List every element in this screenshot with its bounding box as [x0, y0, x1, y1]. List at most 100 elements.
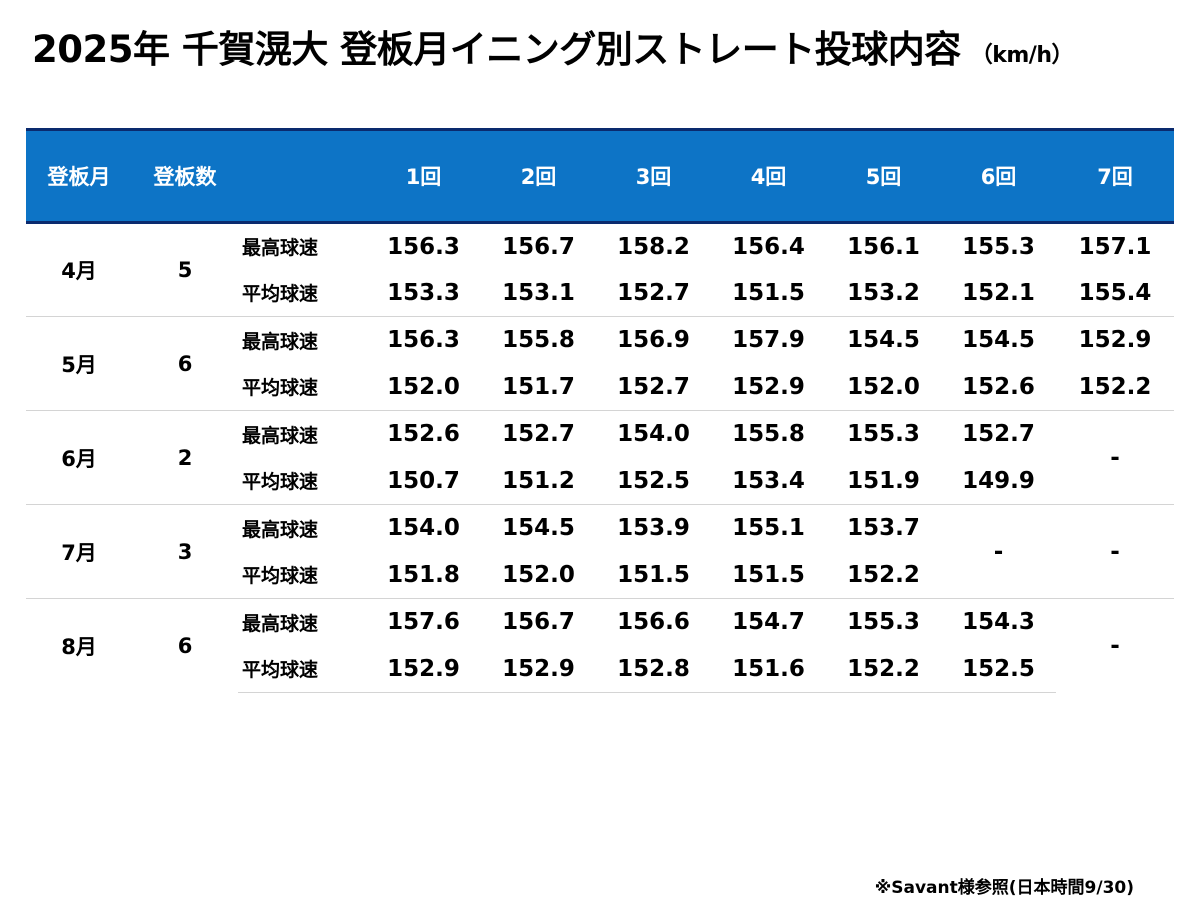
metric-label-avg: 平均球速 — [238, 551, 366, 599]
table-row: 8月 6 最高球速 157.6 156.7 156.6 154.7 155.3 154.3- — [26, 598, 1174, 693]
avg-speed-cell: 152.7 — [596, 363, 711, 411]
table-row: 6月 2 最高球速 152.6 152.7 154.0 155.8 155.3 152.7- — [26, 410, 1174, 505]
avg-speed-cell: 152.0 — [826, 363, 941, 411]
max-speed-cell: 152.9 — [1056, 316, 1174, 364]
month-cell: 7月 — [26, 504, 132, 599]
max-speed-cell: 155.3 — [826, 598, 941, 646]
metric-label-avg: 平均球速 — [238, 269, 366, 317]
max-speed-cell: 156.3 — [366, 222, 481, 270]
max-speed-cell: 156.9 — [596, 316, 711, 364]
avg-speed-cell: 152.7 — [596, 269, 711, 317]
avg-speed-cell: 152.9 — [711, 363, 826, 411]
max-speed-cell: 158.2 — [596, 222, 711, 270]
max-speed-cell: 154.0 — [596, 410, 711, 458]
no-data-cell: - — [941, 504, 1056, 599]
header-month: 登板月 — [26, 128, 132, 224]
header-inning-3: 3回 — [596, 128, 711, 224]
avg-speed-cell: 152.6 — [941, 363, 1056, 411]
avg-speed-cell: 151.9 — [826, 457, 941, 505]
max-speed-cell: 154.5 — [481, 504, 596, 552]
avg-speed-cell: 152.2 — [1056, 363, 1174, 411]
avg-speed-cell: 153.2 — [826, 269, 941, 317]
max-speed-cell: 155.3 — [826, 410, 941, 458]
avg-speed-cell: 151.2 — [481, 457, 596, 505]
avg-speed-cell: 152.0 — [481, 551, 596, 599]
avg-speed-cell: 152.5 — [941, 645, 1056, 693]
appearance-count-cell: 5 — [132, 222, 238, 317]
avg-speed-cell: 151.6 — [711, 645, 826, 693]
pitch-speed-table: 登板月 登板数 1回 2回 3回 4回 5回 6回 7回 4月 5 最高球速 156.… — [26, 128, 1174, 693]
max-speed-cell: 156.7 — [481, 222, 596, 270]
no-data-cell: - — [1056, 504, 1174, 599]
metric-label-avg: 平均球速 — [238, 363, 366, 411]
max-speed-cell: 156.6 — [596, 598, 711, 646]
appearance-count-cell: 2 — [132, 410, 238, 505]
table-row: 5月 6 最高球速 156.3 155.8 156.9 157.9 154.5 154.5 152… — [26, 316, 1174, 411]
max-speed-cell: 156.3 — [366, 316, 481, 364]
avg-speed-cell: 153.1 — [481, 269, 596, 317]
max-speed-cell: 157.6 — [366, 598, 481, 646]
table-row: 7月 3 最高球速 154.0 154.5 153.9 155.1 153.7- - — [26, 504, 1174, 599]
avg-speed-cell: 152.0 — [366, 363, 481, 411]
header-inning-5: 5回 — [826, 128, 941, 224]
avg-speed-cell: 151.5 — [711, 551, 826, 599]
unit-label: （km/h） — [970, 43, 1074, 68]
avg-speed-cell: 152.9 — [481, 645, 596, 693]
table-body: 4月 5 最高球速 156.3 156.7 158.2 156.4 156.1 155.3 157… — [26, 222, 1174, 693]
no-data-cell: - — [1056, 410, 1174, 505]
table-row: 平均球速 152.0 151.7 152.7 152.9 152.0 152.6 152.2 — [26, 363, 1174, 411]
max-speed-cell: 152.6 — [366, 410, 481, 458]
max-speed-cell: 156.4 — [711, 222, 826, 270]
page-title: 2025年 千賀滉大 登板月イニング別ストレート投球内容 （km/h） — [32, 24, 1172, 82]
appearance-count-cell: 6 — [132, 316, 238, 411]
table-row: 平均球速 152.9 152.9 152.8 151.6 152.2 152.5 — [26, 645, 1174, 693]
appearance-count-cell: 3 — [132, 504, 238, 599]
max-speed-cell: 156.7 — [481, 598, 596, 646]
avg-speed-cell: 150.7 — [366, 457, 481, 505]
max-speed-cell: 152.7 — [941, 410, 1056, 458]
metric-label-avg: 平均球速 — [238, 645, 366, 693]
metric-label-max: 最高球速 — [238, 410, 366, 458]
max-speed-cell: 156.1 — [826, 222, 941, 270]
max-speed-cell: 157.9 — [711, 316, 826, 364]
avg-speed-cell: 152.2 — [826, 551, 941, 599]
max-speed-cell: 154.0 — [366, 504, 481, 552]
max-speed-cell: 155.1 — [711, 504, 826, 552]
max-speed-cell: 154.7 — [711, 598, 826, 646]
source-note: ※Savant様参照(日本時間9/30) — [874, 878, 1134, 898]
header-inning-7: 7回 — [1056, 128, 1174, 224]
no-data-cell: - — [1056, 598, 1174, 693]
avg-speed-cell: 153.4 — [711, 457, 826, 505]
avg-speed-cell: 152.8 — [596, 645, 711, 693]
month-cell: 5月 — [26, 316, 132, 411]
max-speed-cell: 153.9 — [596, 504, 711, 552]
metric-label-max: 最高球速 — [238, 316, 366, 364]
header-inning-4: 4回 — [711, 128, 826, 224]
table-row: 平均球速 150.7 151.2 152.5 153.4 151.9 149.9 — [26, 457, 1174, 505]
avg-speed-cell: 155.4 — [1056, 269, 1174, 317]
avg-speed-cell: 151.5 — [596, 551, 711, 599]
header-row: 登板月 登板数 1回 2回 3回 4回 5回 6回 7回 — [26, 128, 1174, 224]
metric-label-max: 最高球速 — [238, 598, 366, 646]
avg-speed-cell: 151.8 — [366, 551, 481, 599]
max-speed-cell: 154.5 — [826, 316, 941, 364]
avg-speed-cell: 151.5 — [711, 269, 826, 317]
max-speed-cell: 152.7 — [481, 410, 596, 458]
month-cell: 8月 — [26, 598, 132, 693]
table-row: 平均球速 151.8 152.0 151.5 151.5 152.2 — [26, 551, 1174, 599]
metric-label-max: 最高球速 — [238, 222, 366, 270]
max-speed-cell: 154.3 — [941, 598, 1056, 646]
header-metric — [238, 128, 366, 224]
header-inning-2: 2回 — [481, 128, 596, 224]
table-row: 4月 5 最高球速 156.3 156.7 158.2 156.4 156.1 155.3 157… — [26, 222, 1174, 317]
table-row: 平均球速 153.3 153.1 152.7 151.5 153.2 152.1 155.4 — [26, 269, 1174, 317]
avg-speed-cell: 152.2 — [826, 645, 941, 693]
metric-label-avg: 平均球速 — [238, 457, 366, 505]
max-speed-cell: 153.7 — [826, 504, 941, 552]
max-speed-cell: 155.8 — [481, 316, 596, 364]
month-cell: 4月 — [26, 222, 132, 317]
title-text: 2025年 千賀滉大 登板月イニング別ストレート投球内容 — [32, 28, 961, 71]
avg-speed-cell: 151.7 — [481, 363, 596, 411]
header-count: 登板数 — [132, 128, 238, 224]
max-speed-cell: 157.1 — [1056, 222, 1174, 270]
